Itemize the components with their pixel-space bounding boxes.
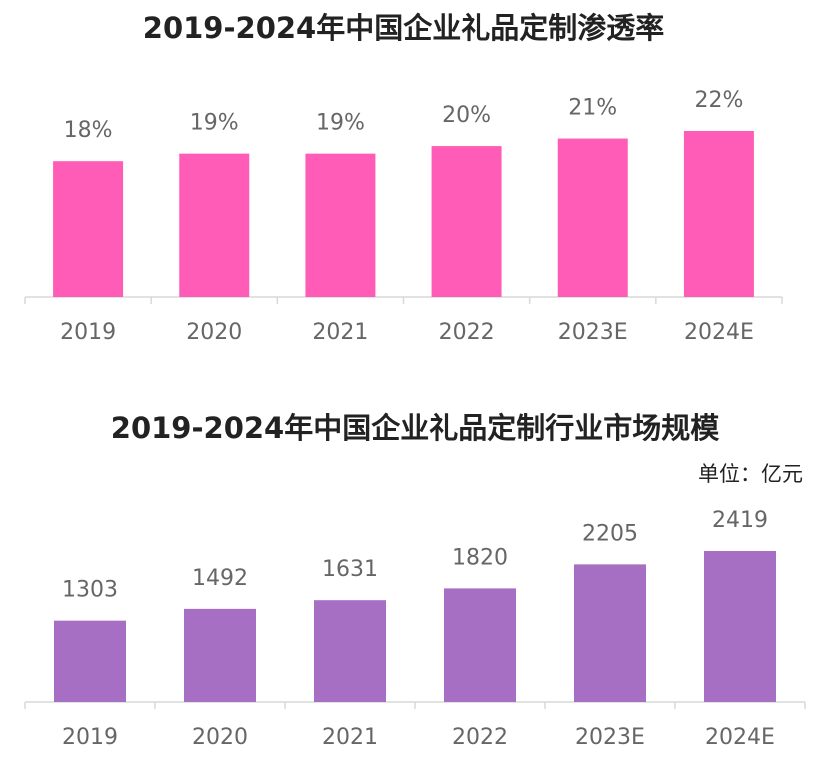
bar xyxy=(54,620,126,702)
value-label: 1303 xyxy=(62,578,118,603)
chart-title: 2019-2024年中国企业礼品定制渗透率 xyxy=(143,11,664,45)
value-label: 21% xyxy=(568,96,617,121)
bar xyxy=(179,153,250,297)
x-tick-label: 2022 xyxy=(439,320,495,345)
value-label: 18% xyxy=(64,118,113,143)
x-tick-label: 2021 xyxy=(312,320,368,345)
bar xyxy=(431,146,502,297)
x-tick-label: 2020 xyxy=(192,725,248,750)
value-label: 19% xyxy=(316,111,365,136)
value-label: 1631 xyxy=(322,557,378,582)
value-label: 2205 xyxy=(582,521,638,546)
unit-label: 单位：亿元 xyxy=(698,462,803,486)
bar xyxy=(557,138,628,297)
bar xyxy=(53,161,124,297)
value-label: 22% xyxy=(694,88,743,113)
bar xyxy=(704,551,776,702)
x-tick-label: 2023E xyxy=(558,320,628,345)
x-tick-label: 2021 xyxy=(322,725,378,750)
value-label: 19% xyxy=(190,111,239,136)
value-label: 2419 xyxy=(712,508,768,533)
x-tick-label: 2023E xyxy=(575,725,645,750)
bar xyxy=(683,131,754,297)
value-label: 1820 xyxy=(452,545,508,570)
x-tick-label: 2024E xyxy=(705,725,775,750)
value-label: 20% xyxy=(442,103,491,128)
value-label: 1492 xyxy=(192,566,248,591)
bar xyxy=(305,153,376,297)
bar xyxy=(574,564,646,702)
chart-title: 2019-2024年中国企业礼品定制行业市场规模 xyxy=(111,411,720,445)
x-tick-label: 2022 xyxy=(452,725,508,750)
x-tick-label: 2019 xyxy=(62,725,118,750)
x-tick-label: 2019 xyxy=(60,320,116,345)
x-tick-label: 2024E xyxy=(684,320,754,345)
bar xyxy=(444,588,516,702)
x-tick-label: 2020 xyxy=(186,320,242,345)
bar xyxy=(184,608,256,702)
bar xyxy=(314,600,386,702)
